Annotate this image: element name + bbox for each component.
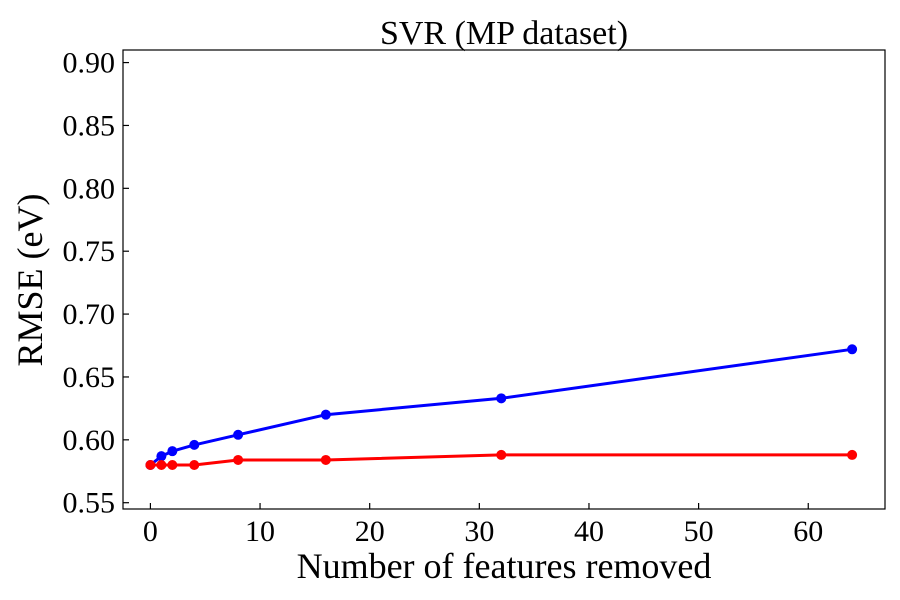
series-1-point [156,451,167,462]
series-2-point [320,454,331,465]
series-2-point [167,459,178,470]
series-2-point [156,459,167,470]
series-2-point [496,449,507,460]
series-1-point [320,409,331,420]
x-tick-label: 10 [245,515,275,548]
x-tick-label: 20 [355,515,385,548]
y-tick-label: 0.90 [63,47,116,80]
y-axis-label: RMSE (eV) [10,194,50,367]
y-tick-label: 0.65 [63,361,116,394]
series-layer [145,344,858,470]
series-1-point [233,429,244,440]
x-tick-label: 0 [143,515,158,548]
y-tick-label: 0.75 [63,235,116,268]
series-line-1 [148,347,854,467]
plot-frame [122,49,886,510]
y-tick-label: 0.60 [63,424,116,457]
y-tick-label: 0.70 [63,298,116,331]
x-tick-label: 30 [464,515,494,548]
series-1-point [496,393,507,404]
series-2-point [847,449,858,460]
y-tick-label: 0.55 [63,487,116,520]
chart-title: SVR (MP dataset) [380,15,628,52]
series-2-point [189,459,200,470]
series-1-point [167,446,178,457]
y-tick-label: 0.85 [63,109,116,142]
series-2-point [233,454,244,465]
x-tick-label: 40 [574,515,604,548]
axis-ticks: 0 10 20 30 40 50 60 0.55 0.60 0.65 0.70 0.75 0.80 0.8… [63,47,824,548]
x-tick-label: 60 [793,515,823,548]
x-axis-label: Number of features removed [297,546,712,586]
y-tick-label: 0.80 [63,172,116,205]
series-1-point [847,344,858,355]
series-2-point [145,459,156,470]
x-tick-label: 50 [684,515,714,548]
series-1-point [189,439,200,450]
